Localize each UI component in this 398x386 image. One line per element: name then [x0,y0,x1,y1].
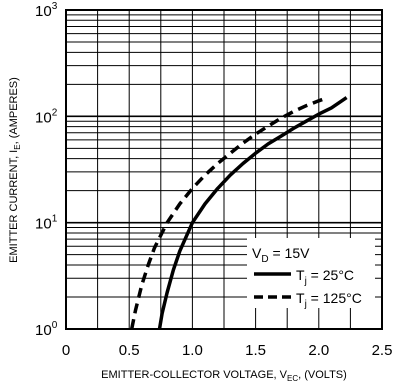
x-tick-label: 1.0 [182,342,203,359]
series-line-solid [157,96,348,330]
legend-entry-dashed: Tj = 125°C [296,290,362,310]
y-tick-label: 103 [35,1,58,20]
series-line-dashed [129,95,329,330]
x-tick-label: 0.5 [119,342,140,359]
legend-entry-solid: Tj = 25°C [296,267,354,287]
y-tick-label: 102 [35,107,58,126]
plot-frame [65,9,383,330]
y-tick-label: 101 [35,214,58,233]
legend: VD = 15V Tj = 25°C Tj = 125°C [247,238,375,310]
x-tick-label: 1.5 [245,342,266,359]
legend-condition: VD = 15V [252,245,310,265]
tick-labels: 0 0.5 1.0 1.5 2.0 2.5 100 101 102 103 [35,1,392,359]
x-axis-label: EMITTER-COLLECTOR VOLTAGE, VEC, (VOLTS) [101,369,347,383]
x-tick-label: 2.5 [372,342,393,359]
y-axis-label: EMITTER CURRENT, IE, (AMPERES) [8,77,22,263]
series-group [129,95,348,330]
x-tick-label: 2.0 [308,342,329,359]
y-tick-label: 100 [35,320,58,339]
x-tick-label: 0 [62,342,70,359]
